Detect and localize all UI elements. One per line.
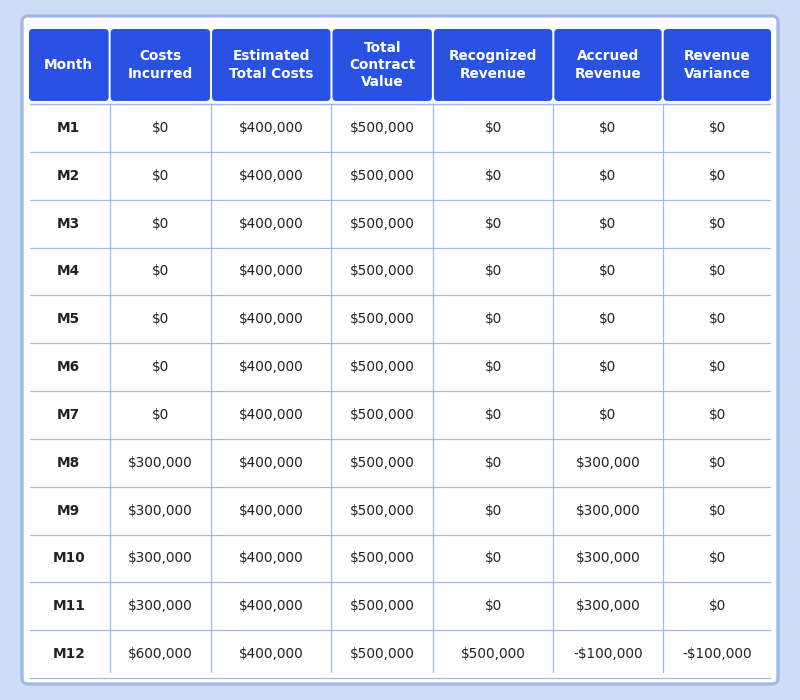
Text: M10: M10: [53, 552, 85, 566]
Text: $0: $0: [152, 265, 169, 279]
Text: $300,000: $300,000: [576, 456, 640, 470]
Text: $600,000: $600,000: [128, 647, 193, 661]
Text: $400,000: $400,000: [239, 312, 304, 326]
Text: $300,000: $300,000: [576, 552, 640, 566]
Text: Total
Contract
Value: Total Contract Value: [349, 41, 415, 90]
Text: $500,000: $500,000: [350, 647, 414, 661]
Text: $0: $0: [709, 456, 726, 470]
Text: $0: $0: [485, 312, 502, 326]
Text: $0: $0: [152, 312, 169, 326]
Text: $300,000: $300,000: [128, 456, 193, 470]
Text: $500,000: $500,000: [350, 456, 414, 470]
Text: M12: M12: [53, 647, 85, 661]
Text: $0: $0: [152, 121, 169, 135]
Text: $500,000: $500,000: [350, 552, 414, 566]
Text: $0: $0: [599, 360, 617, 374]
Text: $500,000: $500,000: [350, 408, 414, 422]
Text: $0: $0: [152, 408, 169, 422]
Text: $0: $0: [599, 408, 617, 422]
Text: $400,000: $400,000: [239, 360, 304, 374]
Text: $0: $0: [152, 216, 169, 230]
Text: $500,000: $500,000: [350, 169, 414, 183]
Text: $0: $0: [599, 216, 617, 230]
Text: $0: $0: [709, 216, 726, 230]
Text: $0: $0: [709, 599, 726, 613]
FancyBboxPatch shape: [434, 29, 552, 101]
Text: $400,000: $400,000: [239, 552, 304, 566]
Text: $0: $0: [485, 599, 502, 613]
Text: M8: M8: [57, 456, 81, 470]
Text: M6: M6: [58, 360, 80, 374]
Text: $500,000: $500,000: [350, 360, 414, 374]
Text: $500,000: $500,000: [350, 121, 414, 135]
Text: $0: $0: [709, 408, 726, 422]
Text: $400,000: $400,000: [239, 503, 304, 517]
Text: $0: $0: [485, 360, 502, 374]
Text: M4: M4: [58, 265, 80, 279]
Text: -$100,000: -$100,000: [573, 647, 642, 661]
Text: M3: M3: [57, 216, 81, 230]
Text: M1: M1: [57, 121, 81, 135]
Text: $0: $0: [709, 265, 726, 279]
Text: $0: $0: [709, 503, 726, 517]
Text: $0: $0: [485, 169, 502, 183]
Text: $0: $0: [485, 408, 502, 422]
FancyBboxPatch shape: [29, 29, 109, 101]
Text: $0: $0: [599, 312, 617, 326]
FancyBboxPatch shape: [110, 29, 210, 101]
Text: Month: Month: [44, 58, 94, 72]
Text: $400,000: $400,000: [239, 408, 304, 422]
Text: $400,000: $400,000: [239, 456, 304, 470]
Text: $0: $0: [485, 456, 502, 470]
Text: $0: $0: [152, 360, 169, 374]
Text: Accrued
Revenue: Accrued Revenue: [574, 49, 642, 80]
Text: $0: $0: [485, 552, 502, 566]
Text: $0: $0: [599, 169, 617, 183]
Text: M2: M2: [58, 169, 80, 183]
FancyBboxPatch shape: [212, 29, 330, 101]
Text: $0: $0: [485, 265, 502, 279]
Text: Estimated
Total Costs: Estimated Total Costs: [229, 49, 314, 80]
Text: $400,000: $400,000: [239, 216, 304, 230]
Text: -$100,000: -$100,000: [682, 647, 752, 661]
Text: $0: $0: [485, 503, 502, 517]
Text: $0: $0: [485, 121, 502, 135]
FancyBboxPatch shape: [22, 16, 778, 684]
Text: $0: $0: [709, 121, 726, 135]
Text: $0: $0: [709, 552, 726, 566]
Text: $0: $0: [709, 312, 726, 326]
Text: $0: $0: [709, 360, 726, 374]
Text: Recognized
Revenue: Recognized Revenue: [449, 49, 538, 80]
FancyBboxPatch shape: [554, 29, 662, 101]
Text: $400,000: $400,000: [239, 121, 304, 135]
Text: M7: M7: [58, 408, 80, 422]
Text: $0: $0: [485, 216, 502, 230]
Text: $300,000: $300,000: [128, 552, 193, 566]
Text: $400,000: $400,000: [239, 599, 304, 613]
Text: $400,000: $400,000: [239, 169, 304, 183]
Text: $300,000: $300,000: [576, 503, 640, 517]
Text: $300,000: $300,000: [128, 599, 193, 613]
Text: Costs
Incurred: Costs Incurred: [128, 49, 193, 80]
Text: $500,000: $500,000: [350, 599, 414, 613]
Text: $500,000: $500,000: [461, 647, 526, 661]
Text: $0: $0: [152, 169, 169, 183]
Text: $500,000: $500,000: [350, 312, 414, 326]
Text: $500,000: $500,000: [350, 265, 414, 279]
Text: $500,000: $500,000: [350, 216, 414, 230]
Text: M5: M5: [58, 312, 80, 326]
Text: $300,000: $300,000: [576, 599, 640, 613]
Text: $400,000: $400,000: [239, 647, 304, 661]
FancyBboxPatch shape: [664, 29, 771, 101]
Text: M11: M11: [52, 599, 86, 613]
Text: $0: $0: [599, 265, 617, 279]
Text: M9: M9: [58, 503, 80, 517]
Text: $500,000: $500,000: [350, 503, 414, 517]
FancyBboxPatch shape: [333, 29, 432, 101]
Text: $400,000: $400,000: [239, 265, 304, 279]
Text: $0: $0: [709, 169, 726, 183]
Text: Revenue
Variance: Revenue Variance: [684, 49, 750, 80]
Text: $300,000: $300,000: [128, 503, 193, 517]
Text: $0: $0: [599, 121, 617, 135]
